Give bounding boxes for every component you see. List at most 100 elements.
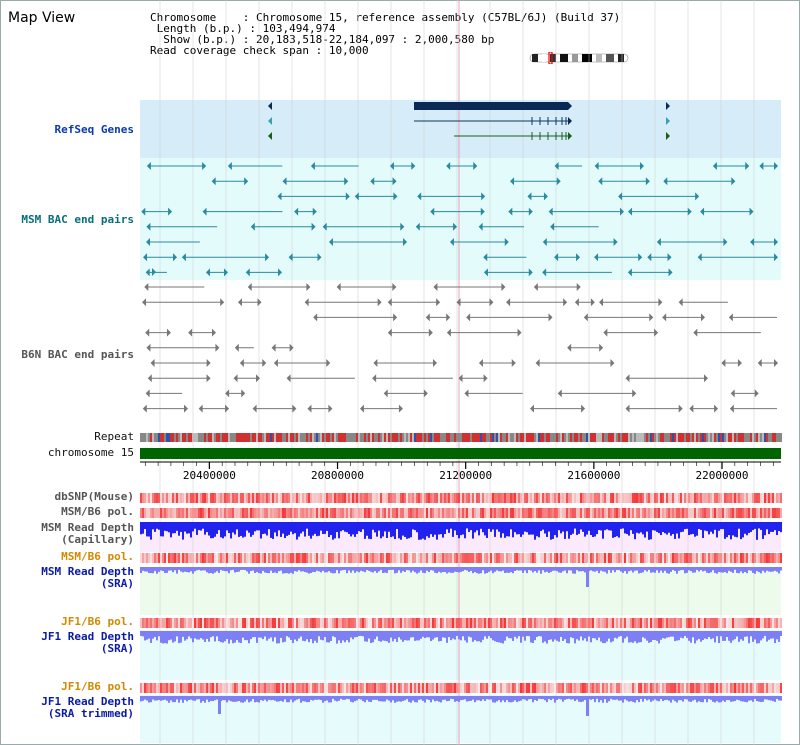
jf1-pol2-cell <box>768 683 770 693</box>
jf1-sra-depth <box>552 631 554 642</box>
jf1-pol-cell <box>688 618 690 628</box>
repeat-mark <box>384 433 386 442</box>
dbsnp-cell <box>722 493 724 503</box>
msm-capillary-depth <box>246 522 248 531</box>
jf1-pol-cell <box>452 618 454 628</box>
dbsnp-cell <box>626 493 628 503</box>
msm-pol-cell <box>204 508 206 518</box>
msm-sra-depth <box>656 567 658 571</box>
msm-capillary-depth <box>432 522 434 537</box>
repeat-mark <box>624 433 626 442</box>
jf1-pol-cell <box>162 618 164 628</box>
b6n-bac-label[interactable]: B6N BAC end pairs <box>21 348 134 361</box>
msm-capillary-depth <box>734 522 736 537</box>
msm-sra-depth <box>376 567 378 573</box>
msm-pol-cell <box>360 508 362 518</box>
repeat-mark <box>260 433 262 442</box>
repeat-mark <box>226 433 228 442</box>
repeat-mark <box>576 433 578 442</box>
repeat-mark <box>518 433 520 442</box>
msm-capillary-depth <box>456 522 458 536</box>
jf1-pol2-cell <box>554 683 556 693</box>
jf1-sra-depth <box>344 631 346 643</box>
repeat-mark <box>210 433 212 442</box>
jf1-depth-trim-label: JF1 Read Depth (SRA trimmed) <box>41 695 134 720</box>
repeat-mark <box>288 433 290 442</box>
dbsnp-cell <box>362 493 364 503</box>
msm-capillary-depth <box>488 522 490 529</box>
msm-pol-cell <box>458 508 460 518</box>
msm-pol2-cell <box>318 553 320 563</box>
jf1-pol-cell <box>260 618 262 628</box>
msm-sra-depth <box>302 567 304 572</box>
msm-pol2-cell <box>368 553 370 563</box>
msm-sra-depth <box>494 567 496 572</box>
refseq-genes-label[interactable]: RefSeq Genes <box>54 123 134 136</box>
msm-pol-cell <box>354 508 356 518</box>
jf1-trim-depth <box>642 696 644 702</box>
jf1-trim-depth <box>518 696 520 702</box>
msm-capillary-depth <box>190 522 192 538</box>
msm-pol-cell <box>394 508 396 518</box>
repeat-mark <box>542 433 544 442</box>
msm-capillary-depth <box>340 522 342 532</box>
chromosome-ideogram[interactable] <box>528 52 630 64</box>
msm-pol2-cell <box>336 553 338 563</box>
msm-capillary-depth <box>262 522 264 535</box>
jf1-sra-depth <box>280 631 282 638</box>
dbsnp-cell <box>346 493 348 503</box>
jf1-pol2-cell <box>256 683 258 693</box>
repeat-mark <box>600 433 602 442</box>
b6n-bac-pair-end <box>372 374 377 383</box>
msm-pol-cell <box>686 508 688 518</box>
jf1-sra-depth <box>356 631 358 637</box>
msm-capillary-depth <box>410 522 412 538</box>
msm-sra-depth <box>572 567 574 574</box>
msm-sra-depth <box>472 567 474 574</box>
msm-pol-cell <box>266 508 268 518</box>
jf1-b6-pol-label: JF1/B6 pol. <box>61 615 134 628</box>
msm-capillary-depth <box>768 522 770 535</box>
msm-pol-cell <box>724 508 726 518</box>
msm-pol-cell <box>292 508 294 518</box>
jf1-pol-cell <box>732 618 734 628</box>
msm-bac-pair-end <box>145 238 150 246</box>
dbsnp-cell <box>780 493 782 503</box>
dbsnp-cell <box>578 493 580 503</box>
msm-pol2-cell <box>384 553 386 563</box>
jf1-sra-depth <box>688 631 690 641</box>
jf1-pol-cell <box>180 618 182 628</box>
msm-bac-pair-end <box>288 253 293 262</box>
msm-pol2-cell <box>274 553 276 563</box>
jf1-pol-cell <box>420 618 422 628</box>
jf1-trim-depth <box>604 696 606 700</box>
msm-bac-label[interactable]: MSM BAC end pairs <box>21 213 134 226</box>
msm-sra-depth <box>308 567 310 574</box>
repeat-mark <box>142 433 144 442</box>
jf1-pol2-cell <box>386 683 388 693</box>
jf1-sra-depth <box>402 631 404 642</box>
msm-pol2-cell <box>640 553 642 563</box>
dbsnp-cell <box>336 493 338 503</box>
msm-capillary-depth <box>420 522 422 540</box>
jf1-trim-depth <box>580 696 582 703</box>
jf1-sra-depth <box>514 631 516 637</box>
jf1-trim-depth <box>554 696 556 703</box>
msm-pol2-cell <box>166 553 168 563</box>
msm-pol2-cell <box>614 553 616 563</box>
jf1-sra-depth <box>738 631 740 642</box>
b6n-bac-pair-end <box>147 374 152 383</box>
msm-pol-cell <box>548 508 550 518</box>
repeat-mark <box>474 433 476 442</box>
repeat-mark <box>250 433 252 442</box>
msm-pol-cell <box>496 508 498 518</box>
jf1-sra-depth <box>288 631 290 638</box>
b6n-bac-pair-end <box>535 359 540 367</box>
msm-sra-depth <box>328 567 330 572</box>
jf1-pol2-cell <box>448 683 450 693</box>
msm-sra-depth <box>190 567 192 572</box>
msm-pol2-cell <box>144 553 146 563</box>
msm-capillary-depth <box>530 522 532 535</box>
msm-pol-cell <box>694 508 696 518</box>
